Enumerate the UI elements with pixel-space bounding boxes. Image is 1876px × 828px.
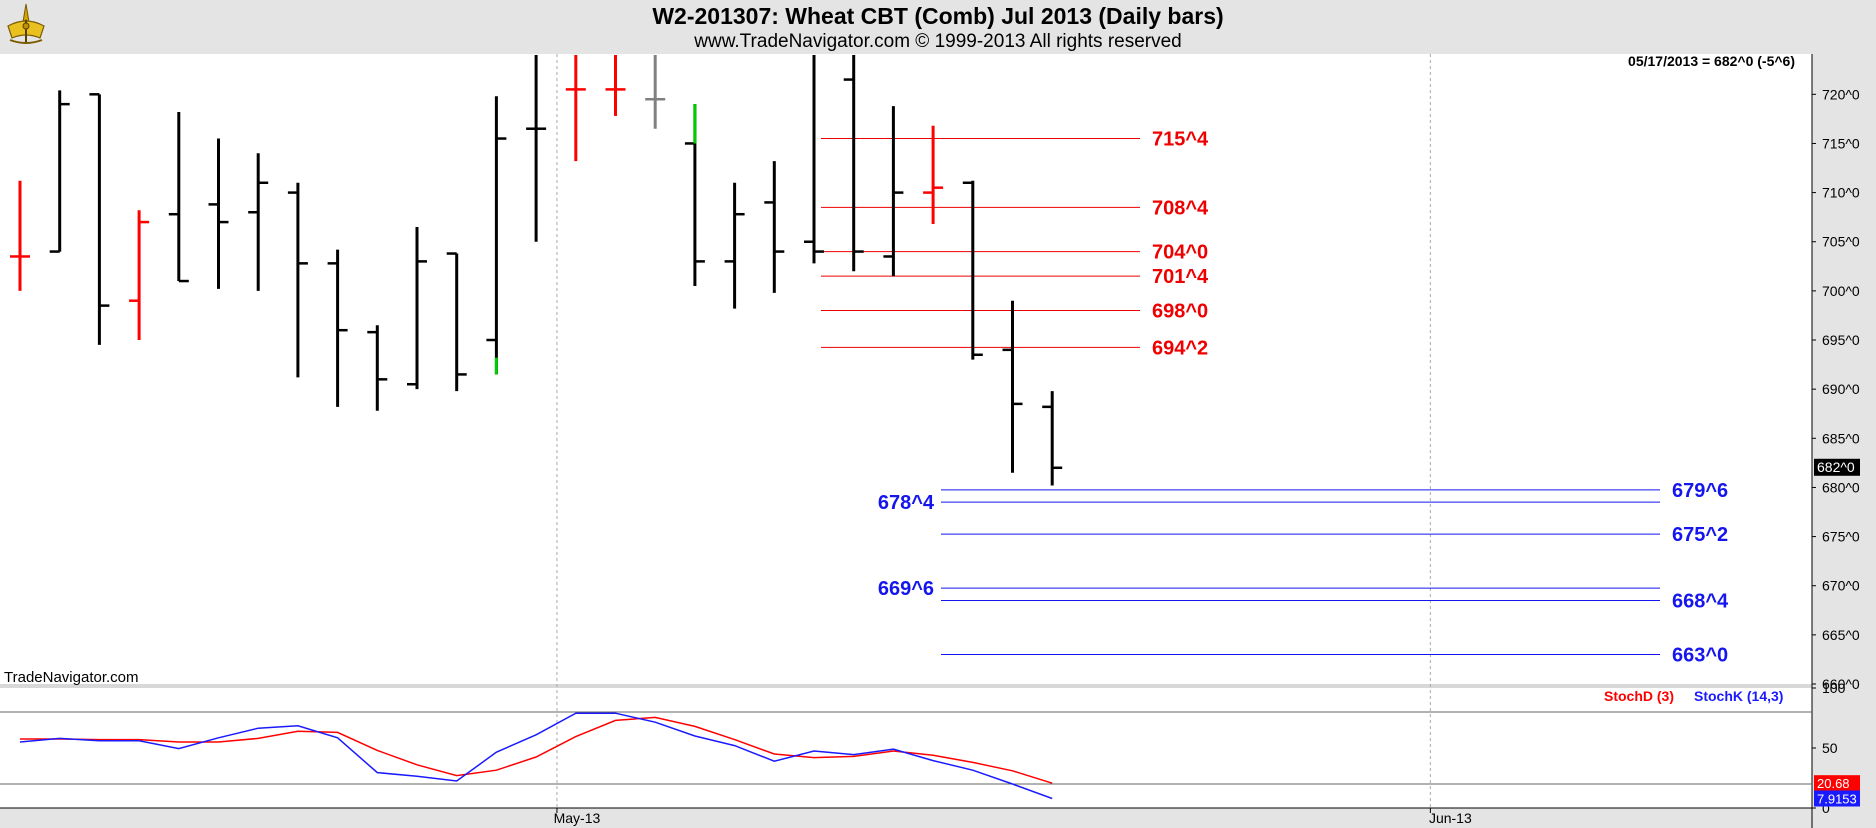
- resistance-label: 694^2: [1152, 337, 1208, 359]
- price-bar: [367, 325, 388, 411]
- price-bar: [605, 55, 626, 116]
- price-bar: [526, 55, 547, 242]
- price-bar: [1042, 391, 1063, 486]
- date-tick-label: May-13: [554, 810, 601, 826]
- resistance-label: 698^0: [1152, 301, 1208, 323]
- support-label: 679^6: [1672, 480, 1728, 502]
- price-bar: [764, 161, 785, 293]
- price-tick-label: 685^0: [1822, 430, 1860, 446]
- resistance-label: 704^0: [1152, 242, 1208, 264]
- resistance-label: 715^4: [1152, 129, 1209, 151]
- price-bar: [49, 90, 70, 253]
- price-bar: [962, 180, 983, 360]
- watermark-text: TradeNavigator.com: [4, 669, 139, 686]
- date-axis-background: [0, 808, 1876, 828]
- price-bar: [486, 96, 507, 375]
- price-bar: [89, 93, 110, 345]
- price-bar: [804, 55, 824, 264]
- price-tick-label: 705^0: [1822, 234, 1860, 250]
- support-label: 668^4: [1672, 590, 1729, 612]
- price-tick-label: 700^0: [1822, 283, 1860, 299]
- price-bar: [10, 180, 30, 291]
- price-tick-label: 670^0: [1822, 578, 1860, 594]
- stoch-tick-label: 50: [1822, 740, 1838, 756]
- price-bar: [208, 138, 229, 289]
- price-tick-label: 665^0: [1822, 627, 1860, 643]
- price-bar: [565, 55, 586, 162]
- chart-title: W2-201307: Wheat CBT (Comb) Jul 2013 (Da…: [652, 3, 1224, 29]
- stoch-k-value-box: [1814, 790, 1860, 807]
- stoch-d-legend: StochD (3): [1604, 688, 1674, 704]
- price-bar: [407, 226, 427, 390]
- price-bar: [1002, 300, 1023, 473]
- price-bar: [287, 182, 308, 378]
- stoch-tick-label: 100: [1822, 680, 1846, 696]
- last-bar-info: 05/17/2013 = 682^0 (-5^6): [1628, 53, 1795, 69]
- copyright-text: www.TradeNavigator.com © 1999-2013 All r…: [694, 31, 1182, 52]
- price-axis-background: [1812, 54, 1876, 828]
- price-bar: [327, 249, 348, 407]
- price-tick-label: 715^0: [1822, 135, 1860, 151]
- resistance-label: 708^4: [1152, 197, 1209, 219]
- last-price-box: [1814, 458, 1860, 476]
- price-bar: [645, 55, 666, 129]
- price-bar: [168, 112, 189, 283]
- stoch-k-legend: StochK (14,3): [1694, 688, 1783, 704]
- support-label: 678^4: [878, 492, 935, 514]
- trade-navigator-logo-icon: [7, 3, 45, 44]
- support-label: 675^2: [1672, 524, 1728, 546]
- price-bar: [923, 125, 944, 225]
- price-tick-label: 695^0: [1822, 332, 1860, 348]
- stoch-k-value: 7.9153: [1817, 792, 1857, 807]
- chart-header: W2-201307: Wheat CBT (Comb) Jul 2013 (Da…: [0, 0, 1876, 54]
- price-tick-label: 690^0: [1822, 381, 1860, 397]
- price-bar: [883, 106, 904, 277]
- price-tick-label: 675^0: [1822, 529, 1860, 545]
- stoch-k-line: [19, 712, 1053, 800]
- price-tick-label: 720^0: [1822, 86, 1860, 102]
- price-tick-label: 680^0: [1822, 479, 1860, 495]
- support-label: 669^6: [878, 578, 934, 600]
- pane-separator: [0, 684, 1812, 688]
- stoch-d-value-box: [1814, 775, 1860, 792]
- price-bar: [446, 252, 467, 392]
- price-bar: [248, 153, 269, 291]
- resistance-label: 701^4: [1152, 266, 1209, 288]
- price-bar: [129, 210, 150, 341]
- price-tick-label: 710^0: [1822, 185, 1860, 201]
- support-label: 663^0: [1672, 645, 1728, 667]
- date-tick-label: Jun-13: [1429, 810, 1472, 826]
- last-price-label: 682^0: [1817, 459, 1855, 475]
- stoch-tick-label: 0: [1822, 800, 1830, 816]
- stoch-d-line: [20, 716, 1053, 784]
- price-bar: [724, 182, 745, 309]
- price-bar: [843, 55, 864, 272]
- stoch-d-value: 20.68: [1817, 776, 1850, 791]
- price-tick-label: 660^0: [1822, 676, 1860, 692]
